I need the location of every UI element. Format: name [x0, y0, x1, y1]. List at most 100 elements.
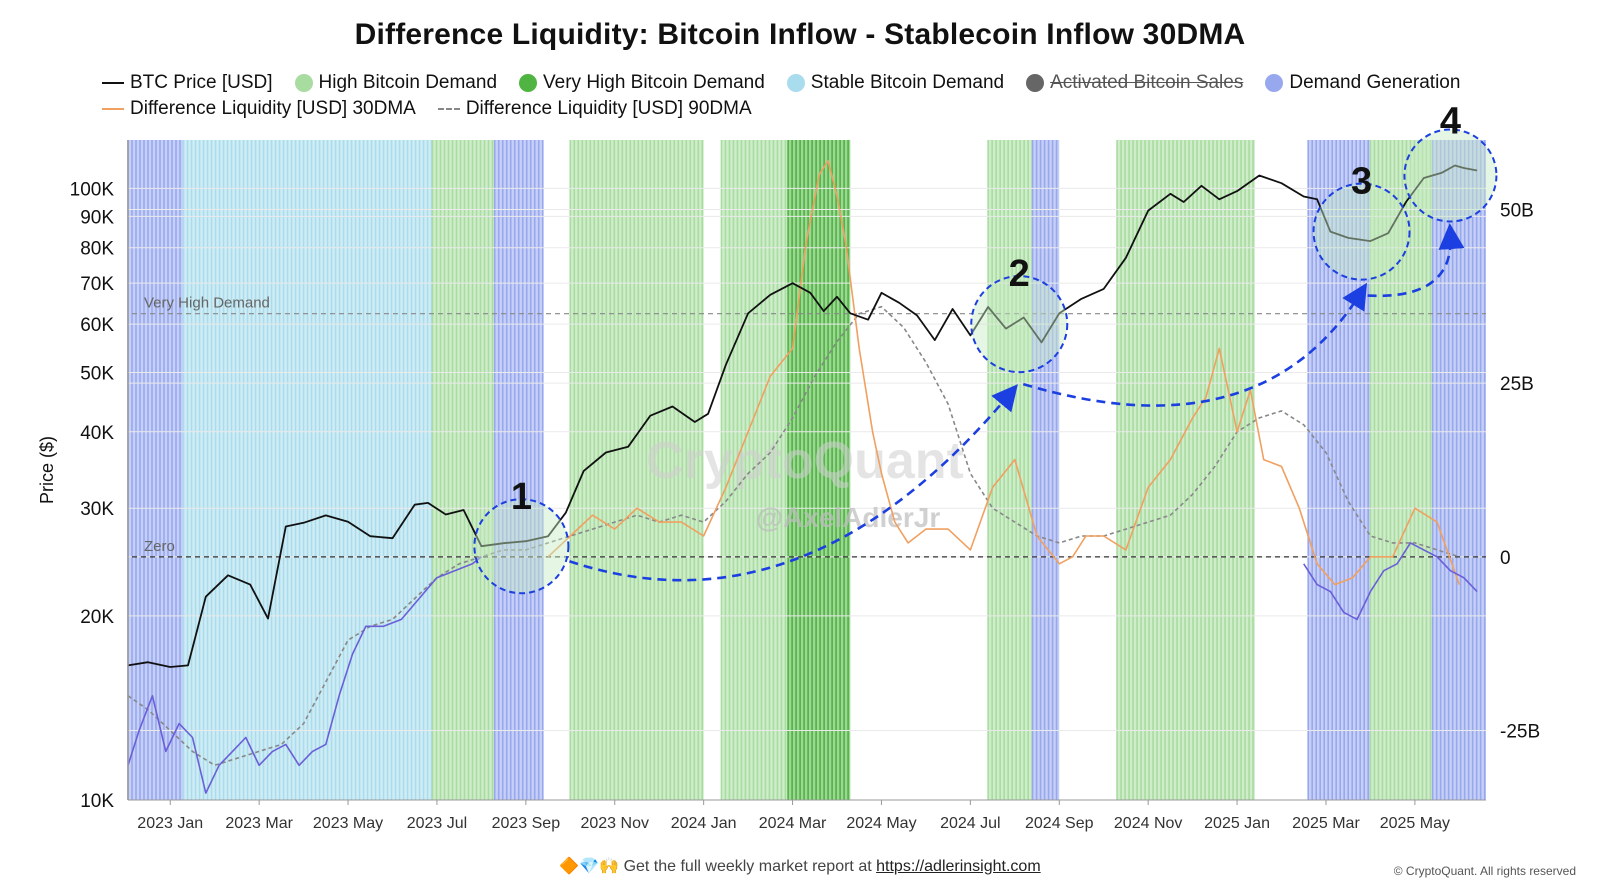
legend-row-2: Difference Liquidity [USD] 30DMA Differe… [102, 96, 1542, 122]
footer-emojis: 🔶💎🙌 [559, 858, 620, 875]
demand-region [720, 140, 789, 800]
y2-tick-label: 0 [1500, 548, 1511, 569]
y2-tick-label: 50B [1500, 200, 1534, 221]
demand-region-fill [1117, 140, 1255, 800]
demand-region [1431, 140, 1486, 800]
annotation-circle [1403, 128, 1498, 223]
watermark-text: CryptoQuant [646, 432, 964, 490]
demand-region [569, 140, 704, 800]
legend-dot-swatch [294, 74, 313, 92]
legend-dot-swatch [1265, 74, 1284, 92]
series-line [127, 164, 1478, 668]
y-tick-label: 30K [80, 499, 114, 520]
annotation-circle [970, 275, 1069, 374]
annotations: 1 2 3 4 [473, 100, 1498, 595]
y-axis-title: Price ($) [37, 436, 57, 504]
annotation-number: 2 [1009, 253, 1030, 295]
legend-item-demand-generation[interactable]: Demand Generation [1265, 72, 1460, 94]
legend-dot-swatch [1026, 74, 1045, 92]
chart-title: Difference Liquidity: Bitcoin Inflow - S… [354, 18, 1246, 51]
y2-tick-label: -25B [1500, 722, 1540, 743]
x-tick-label: 2024 Sep [1025, 815, 1094, 832]
legend-item-diff-90dma[interactable]: Difference Liquidity [USD] 90DMA [437, 98, 752, 120]
reference-lines: Very High Demand Zero [132, 295, 1486, 558]
watermark: CryptoQuant @AxelAdlerJr [646, 432, 964, 533]
y-tick-label: 50K [80, 364, 114, 385]
watermark-handle: @AxelAdlerJr [756, 502, 941, 533]
x-tick-label: 2025 Mar [1292, 815, 1360, 832]
demand-region [493, 140, 544, 800]
series-line [127, 556, 482, 794]
y-tick-label: 80K [80, 239, 114, 260]
annotation-circle [1312, 182, 1411, 281]
annotation-arrow [568, 384, 1018, 582]
legend-item-high-demand[interactable]: High Bitcoin Demand [294, 72, 498, 94]
legend-label: High Bitcoin Demand [318, 72, 498, 93]
gridlines [128, 187, 1486, 801]
footer: 🔶💎🙌 Get the full weekly market report at… [0, 856, 1600, 876]
legend-dot-swatch [519, 74, 538, 92]
legend-dash-swatch [437, 108, 460, 110]
legend-row-1: BTC Price [USD] High Bitcoin Demand Very… [102, 70, 1542, 96]
demand-region [1031, 140, 1060, 800]
annotation-number: 4 [1440, 100, 1461, 142]
y-tick-label: 70K [80, 274, 114, 295]
axes: 10K 20K 30K 40K 50K 60K 70K 80K 90K 100K -25B 0 25B 5… [37, 140, 1540, 832]
demand-region [787, 140, 851, 800]
legend-label: Very High Bitcoin Demand [543, 72, 765, 93]
demand-region-fill [988, 140, 1033, 800]
annotation-number: 3 [1351, 161, 1372, 203]
legend-label: Stable Bitcoin Demand [810, 72, 1005, 93]
x-tick-label: 2023 Sep [492, 815, 561, 832]
x-tick-label: 2024 Jul [940, 815, 1001, 832]
series-lines [127, 160, 1478, 794]
legend: BTC Price [USD] High Bitcoin Demand Very… [102, 70, 1542, 122]
x-tick-label: 2024 Jan [671, 815, 737, 832]
demand-region [1307, 140, 1371, 800]
y-tick-label: 20K [80, 607, 114, 628]
annotation-arrow [1367, 223, 1465, 298]
x-tick-label: 2024 Mar [759, 815, 827, 832]
demand-region-fill [432, 140, 495, 800]
legend-item-very-high-demand[interactable]: Very High Bitcoin Demand [519, 72, 765, 94]
legend-dot-swatch [786, 74, 805, 92]
y2-tick-label: 25B [1500, 374, 1534, 395]
reference-line-label: Zero [144, 538, 175, 555]
copyright: © CryptoQuant. All rights reserved [1393, 864, 1576, 878]
x-tick-label: 2024 May [846, 815, 916, 832]
annotation-circle [473, 498, 570, 595]
legend-label: Difference Liquidity [USD] 90DMA [465, 98, 752, 119]
x-tick-label: 2025 May [1380, 815, 1450, 832]
legend-label: Activated Bitcoin Sales [1050, 72, 1244, 93]
x-tick-label: 2023 Jan [137, 815, 203, 832]
legend-item-stable-demand[interactable]: Stable Bitcoin Demand [786, 72, 1005, 94]
legend-item-activated-sales[interactable]: Activated Bitcoin Sales [1026, 72, 1243, 94]
x-tick-label: 2024 Nov [1114, 815, 1183, 832]
demand-region [431, 140, 495, 800]
legend-label: BTC Price [USD] [130, 72, 273, 93]
series-line [547, 160, 1461, 586]
x-tick-label: 2023 May [313, 815, 383, 832]
footer-link[interactable]: https://adlerinsight.com [876, 858, 1041, 875]
demand-region [182, 140, 433, 800]
series-line [1303, 542, 1478, 621]
y-tick-label: 10K [80, 791, 114, 812]
footer-text: Get the full weekly market report at [623, 858, 872, 875]
x-tick-label: 2023 Jul [407, 815, 468, 832]
legend-item-diff-30dma[interactable]: Difference Liquidity [USD] 30DMA [102, 98, 416, 120]
x-tick-label: 2023 Nov [580, 815, 649, 832]
reference-line-label: Very High Demand [144, 295, 270, 312]
demand-region [987, 140, 1033, 800]
legend-line-swatch [102, 108, 124, 110]
legend-label: Difference Liquidity [USD] 30DMA [130, 98, 416, 119]
legend-item-btc-price[interactable]: BTC Price [USD] [102, 72, 273, 94]
legend-line-swatch [102, 82, 124, 84]
legend-label: Demand Generation [1289, 72, 1461, 93]
annotation-number: 1 [511, 476, 532, 518]
y-tick-label: 100K [70, 179, 115, 200]
y-tick-label: 90K [80, 207, 114, 228]
demand-regions [127, 140, 1486, 800]
demand-region [1369, 140, 1433, 800]
demand-region-fill [570, 140, 704, 800]
